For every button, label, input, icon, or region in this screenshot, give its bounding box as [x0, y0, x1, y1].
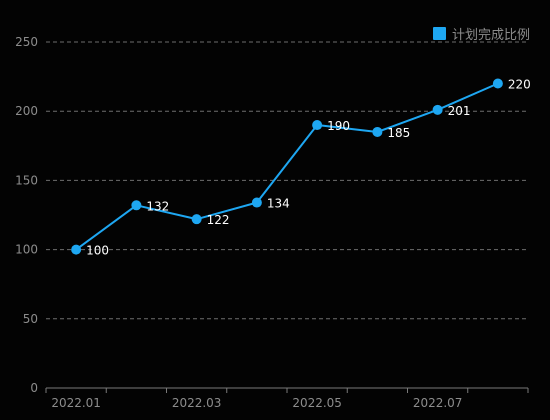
legend-label: 计划完成比例	[451, 28, 530, 43]
data-point	[131, 200, 142, 211]
chart-legend[interactable]: 计划完成比例	[432, 24, 530, 43]
y-tick-label: 150	[15, 173, 38, 187]
legend-swatch	[432, 27, 446, 40]
data-label: 100	[86, 244, 109, 258]
data-label: 132	[146, 199, 169, 213]
data-label: 220	[508, 78, 531, 92]
data-point	[191, 214, 202, 225]
x-tick-label: 2022.05	[292, 396, 342, 410]
x-tick-label: 2022.01	[51, 396, 101, 410]
x-tick-label: 2022.03	[172, 396, 222, 410]
y-tick-label: 50	[23, 312, 38, 326]
y-tick-label: 250	[15, 35, 38, 49]
y-tick-label: 200	[15, 104, 38, 118]
data-point	[492, 78, 503, 89]
data-point	[251, 197, 262, 208]
y-tick-label: 100	[15, 243, 38, 257]
data-label: 185	[387, 126, 410, 140]
data-point	[312, 120, 323, 131]
data-point	[432, 104, 443, 115]
data-label: 134	[267, 197, 290, 211]
data-label: 122	[207, 213, 230, 227]
data-label: 190	[327, 119, 350, 133]
data-point	[71, 244, 82, 255]
y-tick-label: 0	[30, 381, 38, 395]
data-point	[372, 126, 383, 137]
x-tick-label: 2022.07	[413, 396, 463, 410]
data-label: 201	[448, 104, 471, 118]
series-line	[75, 82, 499, 251]
